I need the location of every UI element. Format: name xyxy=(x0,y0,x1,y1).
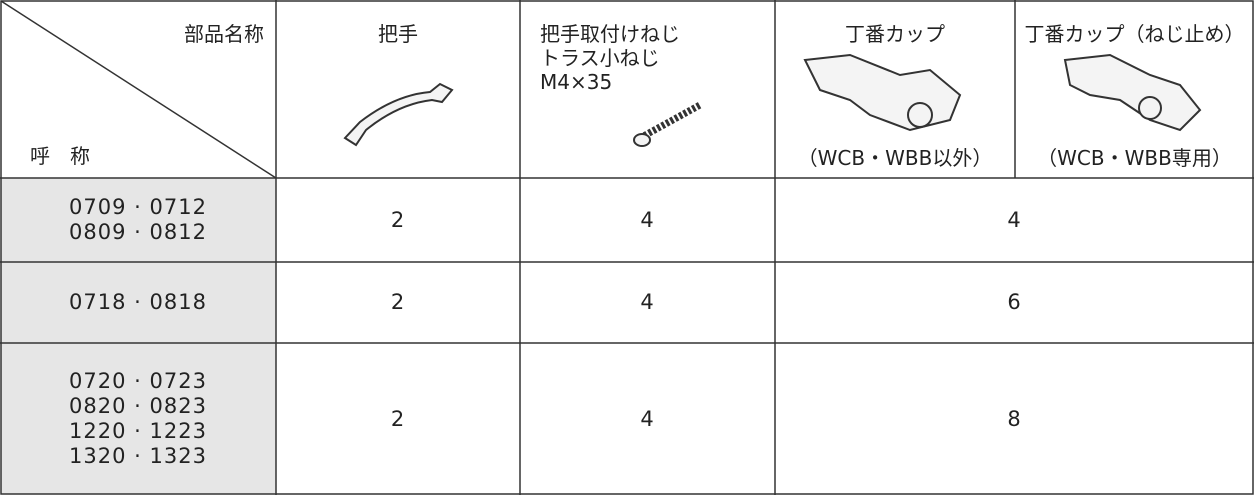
screw-head xyxy=(633,133,651,147)
row-name: 0718 · 0818 xyxy=(0,262,276,343)
row-name-line: 0820 · 0823 xyxy=(69,394,207,418)
corner-top: 部品名称 xyxy=(184,22,264,46)
hinge-qty: 6 xyxy=(1007,290,1022,314)
col-header-line: M4×35 xyxy=(540,70,613,94)
hinge-icon xyxy=(803,53,962,132)
screw-qty: 4 xyxy=(640,406,655,431)
handle-qty: 2 xyxy=(390,207,406,232)
corner-bottom: 呼 称 xyxy=(30,144,90,168)
row-name-line: 1220 · 1223 xyxy=(69,419,207,443)
name-column-bg xyxy=(1,178,276,494)
hinge-icon xyxy=(1063,53,1202,132)
col-header: 把手取付けねじ トラス小ねじ M4×35 xyxy=(540,22,680,94)
hinge-cup xyxy=(1138,96,1162,120)
col-header: 丁番カップ（ねじ止め） xyxy=(1024,22,1245,46)
col-note: （WCB・WBB以外） xyxy=(797,146,993,170)
handle-qty: 2 xyxy=(390,290,406,314)
hinge-qty: 4 xyxy=(1007,207,1022,232)
row-name-line: 1320 · 1323 xyxy=(69,444,207,468)
handle-qty: 2 xyxy=(390,406,406,431)
col-note: （WCB・WBB専用） xyxy=(1037,146,1232,170)
screw-qty: 4 xyxy=(640,290,655,314)
row-name-line: 0809 · 0812 xyxy=(69,220,207,244)
hinge-cup xyxy=(907,102,933,128)
screw-qty: 4 xyxy=(640,207,655,232)
icons xyxy=(343,53,1202,147)
row-name-line: 0720 · 0723 xyxy=(69,369,207,393)
screw-icon xyxy=(638,101,702,142)
col-header-line: 把手取付けねじ xyxy=(540,22,680,46)
hinge-qty: 8 xyxy=(1007,406,1022,431)
col-header-line: トラス小ねじ xyxy=(540,46,660,70)
handle-icon xyxy=(343,82,454,147)
col-header: 丁番カップ xyxy=(845,22,945,46)
row-name: 0709 · 0712 0809 · 0812 xyxy=(0,178,276,262)
row-name: 0720 · 0723 0820 · 0823 1220 · 1223 1320 · … xyxy=(0,343,276,495)
row-name-line: 0709 · 0712 xyxy=(69,195,207,219)
col-header: 把手 xyxy=(378,22,418,46)
row-name-line: 0718 · 0818 xyxy=(69,290,207,314)
diagonal xyxy=(0,0,277,179)
